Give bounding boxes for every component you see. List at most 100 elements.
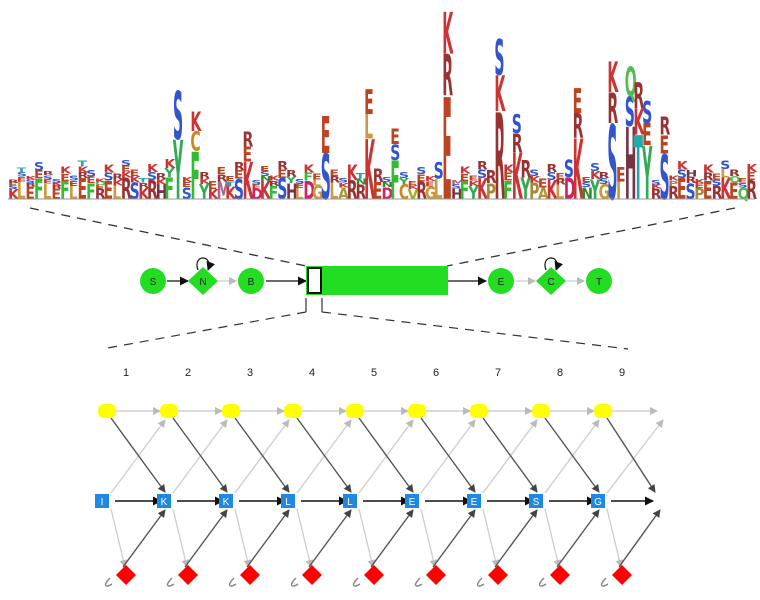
logo-letter: R [77, 171, 88, 180]
match-to-insert-edge [606, 419, 664, 494]
match-state-label: L [347, 497, 353, 508]
logo-letter: S [451, 183, 461, 190]
logo-letter: R [712, 182, 723, 203]
logo-letter: F [503, 175, 513, 205]
logo-letter: K [720, 174, 732, 207]
logo-letter: S [642, 96, 652, 131]
logo-letter: K [477, 174, 488, 207]
delete-state [488, 565, 508, 585]
logo-letter: R [486, 166, 497, 187]
insert-state [594, 404, 612, 418]
logo-letter: S [173, 80, 183, 156]
plan-node-e-label: E [498, 277, 505, 288]
logo-letter: E [729, 180, 739, 205]
insert-state [532, 404, 550, 418]
delete-loop-edge [414, 577, 423, 587]
logo-letter: E [251, 183, 261, 190]
logo-letter: K [494, 68, 505, 124]
match-state [529, 494, 543, 508]
logo-letter: E [329, 167, 339, 178]
logo-letter: K [547, 175, 558, 205]
match-state-label: K [161, 497, 168, 508]
logo-letter: K [442, 0, 453, 67]
logo-letter: E [703, 175, 713, 205]
logo-letter: A [538, 185, 549, 203]
logo-letter: R [703, 171, 714, 183]
logo-letter: Y [163, 167, 175, 181]
logo-letter: P [529, 180, 539, 205]
logo-letter: R [8, 180, 19, 185]
logo-letter: K [703, 163, 714, 175]
logo-letter: S [86, 168, 96, 179]
logo-letter: E [295, 182, 305, 189]
logo-letter: E [25, 184, 35, 204]
match-to-insert-edge [234, 419, 290, 494]
position-label: 7 [495, 367, 501, 379]
delete-loop-edge [166, 577, 175, 587]
match-state-label: G [594, 497, 602, 508]
logo-letter: S [390, 141, 400, 166]
insert-to-match-edge [296, 417, 352, 493]
logo-letter: S [43, 174, 53, 181]
logo-letter: S [104, 171, 114, 183]
logo-letter: M [451, 179, 465, 186]
logo-letter: E [321, 105, 331, 165]
logo-letter: F [190, 140, 200, 216]
logo-letter: R [599, 170, 610, 180]
logo-letter: K [347, 161, 359, 186]
logo-letter: E [503, 171, 513, 183]
logo-letter: K [147, 162, 158, 175]
delete-state [550, 565, 570, 585]
logo-letter: R [112, 173, 123, 182]
insert-to-match-edge [172, 417, 228, 493]
delete-state [178, 565, 198, 585]
logo-letter: F [60, 176, 70, 205]
logo-letter: K [503, 163, 514, 175]
logo-letter: R [547, 162, 558, 175]
logo-letter: E [86, 175, 96, 186]
logo-letter: E [746, 169, 756, 182]
delete-loop-edge [538, 577, 547, 587]
match-to-insert-edge [358, 419, 414, 494]
logo-letter: S [651, 179, 661, 186]
logo-letter: H [286, 180, 298, 205]
logo-letter: F [86, 180, 96, 205]
logo-letter: E [408, 180, 418, 187]
delete-loop-edge [352, 577, 361, 587]
logo-letter: E [17, 175, 27, 183]
logo-letter: R [555, 177, 566, 187]
logo-letter: K [460, 164, 471, 176]
logo-letter: E [243, 144, 253, 167]
logo-letter: S [625, 90, 635, 137]
zoom-line-right [446, 207, 736, 267]
match-state-label: E [409, 497, 416, 508]
loop-c [544, 257, 564, 271]
position-label: 2 [185, 367, 191, 379]
logo-letter: E [104, 175, 114, 205]
logo-letter: L [312, 179, 321, 188]
match-to-insert-edge [482, 419, 538, 494]
logo-letter: M [216, 177, 230, 205]
match-state [281, 494, 295, 508]
logo-letter: T [355, 171, 365, 181]
logo-letter: S [529, 167, 539, 178]
logo-letter: Q [738, 185, 750, 203]
logo-letter: K [104, 163, 115, 175]
logo-letter: S [121, 158, 131, 168]
delete-to-match-edge [246, 509, 290, 568]
logo-letter: R [25, 182, 36, 187]
logo-letter: Q [625, 60, 637, 107]
logo-letter: K [668, 174, 679, 182]
logo-letter: E [659, 130, 669, 160]
logo-letter: R [477, 160, 488, 173]
logo-letter: E [555, 171, 565, 181]
insert-to-match-edge [110, 417, 166, 493]
match-to-delete-edge [172, 508, 190, 568]
zoom-line-lower-right [321, 311, 629, 350]
delete-loop-edge [476, 577, 485, 587]
logo-letter: K [573, 122, 584, 218]
logo-letter: S [321, 141, 331, 214]
logo-letter: K [408, 184, 420, 191]
insert-state [346, 404, 364, 418]
delete-to-match-edge [122, 509, 166, 568]
